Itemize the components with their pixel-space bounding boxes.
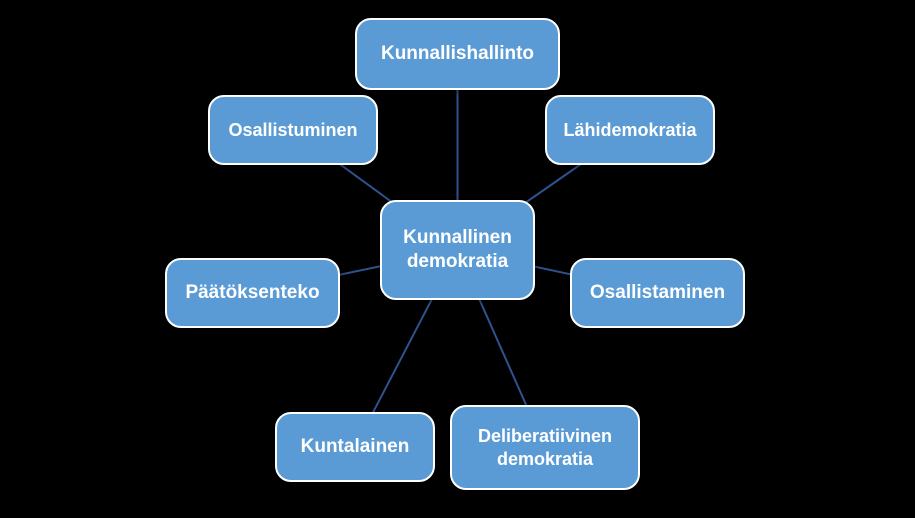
node-top-right: Lähidemokratia — [545, 95, 715, 165]
node-bottom-left: Kuntalainen — [275, 412, 435, 482]
node-left-label: Päätöksenteko — [185, 281, 319, 305]
diagram-canvas: Kunnallinen demokratia Kunnallishallinto… — [0, 0, 915, 518]
node-center: Kunnallinen demokratia — [380, 200, 535, 300]
node-top-label: Kunnallishallinto — [381, 42, 534, 66]
node-right-label: Osallistaminen — [590, 281, 725, 305]
node-bottom-left-label: Kuntalainen — [301, 435, 410, 459]
node-bottom-right: Deliberatiivinen demokratia — [450, 405, 640, 490]
node-bottom-right-label: Deliberatiivinen demokratia — [466, 425, 624, 470]
node-left: Päätöksenteko — [165, 258, 340, 328]
node-top-left: Osallistuminen — [208, 95, 378, 165]
node-top-right-label: Lähidemokratia — [563, 119, 696, 142]
node-top: Kunnallishallinto — [355, 18, 560, 90]
node-top-left-label: Osallistuminen — [228, 119, 357, 142]
node-right: Osallistaminen — [570, 258, 745, 328]
node-center-label: Kunnallinen demokratia — [396, 226, 519, 274]
